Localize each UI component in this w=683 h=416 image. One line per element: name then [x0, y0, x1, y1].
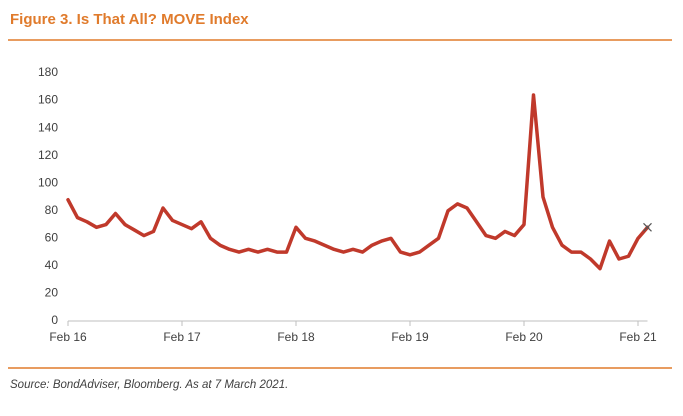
- y-tick-label: 140: [38, 120, 58, 134]
- y-tick-label: 120: [38, 148, 58, 162]
- x-tick-label: Feb 16: [49, 330, 87, 344]
- x-tick-label: Feb 17: [163, 330, 201, 344]
- y-tick-label: 20: [45, 286, 59, 300]
- x-tick-label: Feb 21: [619, 330, 657, 344]
- end-marker: [643, 222, 652, 232]
- x-tick-label: Feb 20: [505, 330, 543, 344]
- x-tick-label: Feb 19: [391, 330, 429, 344]
- y-tick-label: 180: [38, 65, 58, 79]
- y-tick-label: 160: [38, 93, 58, 107]
- y-tick-label: 60: [45, 231, 59, 245]
- source: Source: BondAdviser, Bloomberg. As at 7 …: [10, 379, 288, 391]
- y-tick-label: 0: [51, 313, 58, 327]
- y-tick-label: 100: [38, 175, 58, 189]
- chart-title: Figure 3. Is That All? MOVE Index: [10, 11, 249, 28]
- y-tick-label: 40: [45, 258, 59, 272]
- x-tick-label: Feb 18: [277, 330, 315, 344]
- line-series: [66, 93, 650, 271]
- y-tick-label: 80: [45, 203, 59, 217]
